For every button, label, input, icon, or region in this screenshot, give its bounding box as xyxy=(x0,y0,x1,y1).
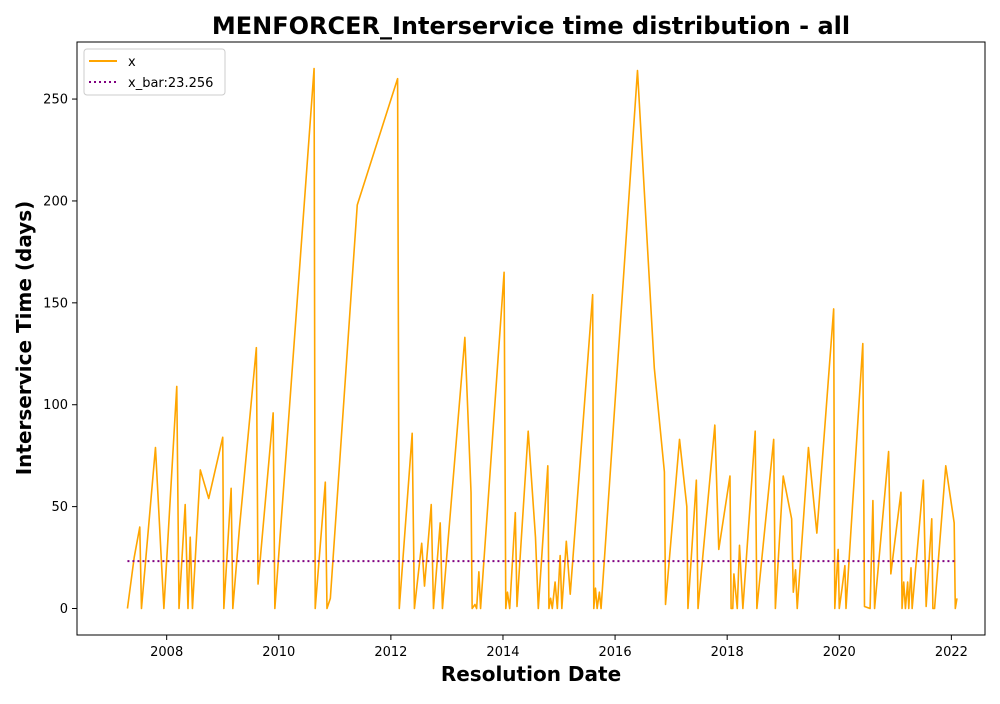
x-tick-label: 2012 xyxy=(374,645,407,660)
y-tick-label: 0 xyxy=(60,602,68,617)
y-axis-label: Interservice Time (days) xyxy=(12,201,36,476)
x-tick-label: 2010 xyxy=(262,645,295,660)
x-axis: 2008 2010 2012 2014 2016 2018 2020 2022 xyxy=(150,635,968,660)
legend: x x_bar:23.256 xyxy=(83,48,226,96)
y-tick-label: 50 xyxy=(51,500,68,515)
y-tick-label: 250 xyxy=(43,93,68,108)
plot-frame xyxy=(76,41,986,636)
x-tick-label: 2020 xyxy=(823,645,856,660)
y-tick-label: 150 xyxy=(43,296,68,311)
x-tick-label: 2016 xyxy=(599,645,632,660)
legend-box xyxy=(83,48,226,96)
plot-area xyxy=(76,41,986,636)
legend-label-x-bar: x_bar:23.256 xyxy=(128,76,213,91)
x-tick-label: 2014 xyxy=(486,645,519,660)
series-line-x xyxy=(126,67,958,610)
x-tick-label: 2018 xyxy=(711,645,744,660)
chart-title: MENFORCER_Interservice time distribution… xyxy=(212,12,850,40)
legend-label-x: x xyxy=(128,55,136,70)
x-axis-label: Resolution Date xyxy=(441,662,621,686)
y-tick-label: 100 xyxy=(43,398,68,413)
series-layer xyxy=(126,67,958,610)
x-tick-label: 2022 xyxy=(935,645,968,660)
y-tick-label: 200 xyxy=(43,194,68,209)
y-axis: 0 50 100 150 200 250 xyxy=(43,93,77,617)
x-tick-label: 2008 xyxy=(150,645,183,660)
